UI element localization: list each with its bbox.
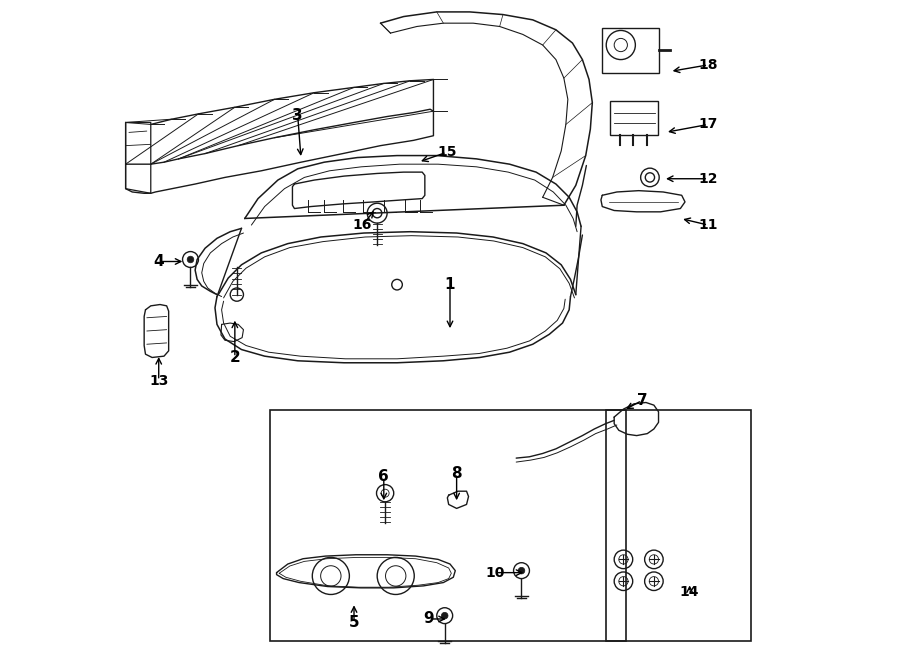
Text: 16: 16 (353, 218, 373, 232)
Text: 12: 12 (698, 171, 718, 186)
Text: 2: 2 (230, 350, 240, 365)
Bar (270, 410, 626, 641)
Text: 14: 14 (680, 585, 699, 600)
Text: 8: 8 (451, 466, 462, 481)
Text: 9: 9 (424, 612, 434, 626)
Circle shape (187, 256, 194, 263)
Bar (606, 410, 752, 641)
Text: 5: 5 (348, 615, 359, 630)
Text: 17: 17 (698, 117, 718, 132)
Text: 13: 13 (149, 373, 168, 388)
Text: 3: 3 (292, 109, 303, 123)
Circle shape (441, 612, 448, 619)
Bar (610, 101, 658, 135)
Text: 7: 7 (636, 393, 647, 408)
Text: 1: 1 (445, 277, 455, 292)
Text: 18: 18 (698, 58, 718, 72)
Text: 11: 11 (698, 218, 718, 232)
Text: 15: 15 (436, 145, 456, 160)
Text: 6: 6 (378, 469, 389, 484)
Text: 10: 10 (485, 565, 505, 580)
Circle shape (518, 567, 525, 574)
Text: 4: 4 (153, 254, 164, 269)
Bar (602, 28, 659, 73)
